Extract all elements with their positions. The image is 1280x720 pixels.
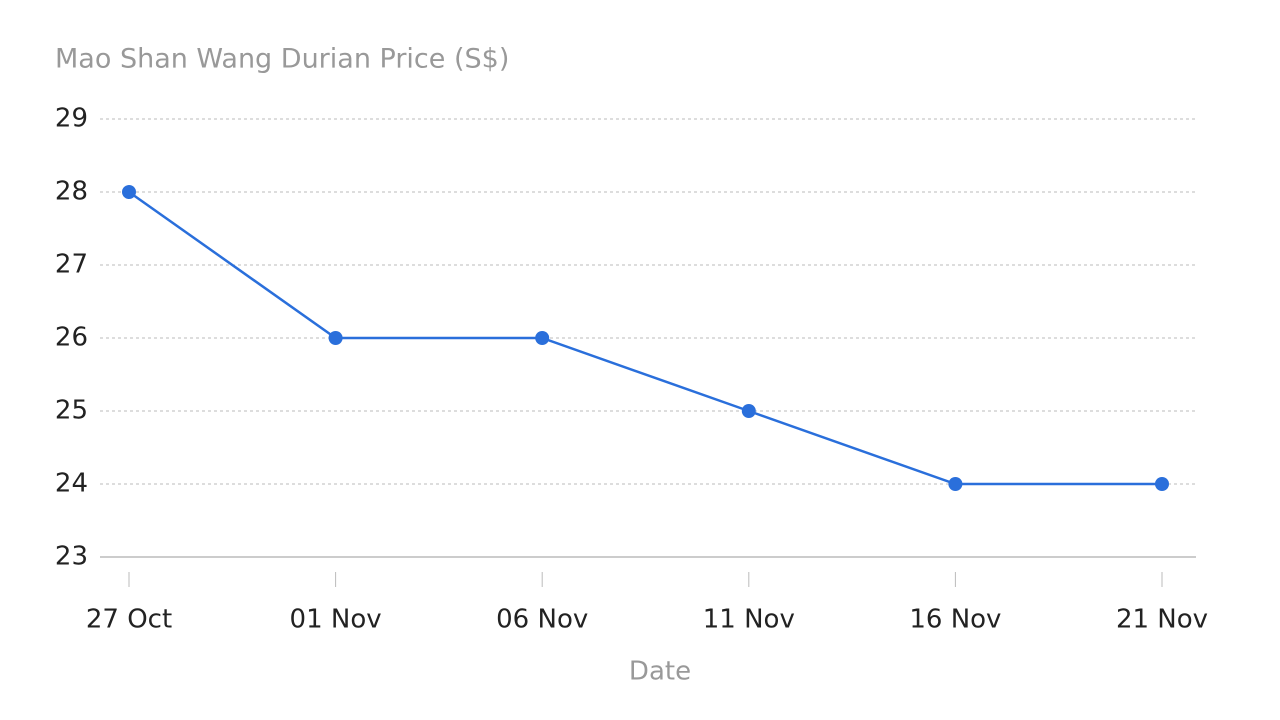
x-tick-label: 06 Nov xyxy=(496,605,588,635)
chart-title: Mao Shan Wang Durian Price (S$) xyxy=(55,44,509,75)
y-tick-label: 26 xyxy=(55,323,88,353)
line xyxy=(128,190,1162,486)
x-tick-label: 01 Nov xyxy=(290,605,382,635)
point xyxy=(1155,477,1169,491)
y-tick-label: 25 xyxy=(55,396,88,426)
y-tick-label: 28 xyxy=(55,177,88,207)
y-tick-label: 23 xyxy=(55,542,88,572)
x-tick-label: 16 Nov xyxy=(909,605,1001,635)
x-tick-label: 27 Oct xyxy=(86,605,172,635)
point xyxy=(328,331,343,345)
x-tick-label: 21 Nov xyxy=(1116,605,1208,635)
y-tick-label: 24 xyxy=(55,469,88,499)
point xyxy=(741,404,756,418)
point xyxy=(535,331,550,345)
x-tick-label: 11 Nov xyxy=(703,605,795,635)
point xyxy=(122,185,136,199)
x-axis-title: Date xyxy=(629,657,691,687)
y-tick-label: 27 xyxy=(55,250,88,280)
point xyxy=(948,477,963,491)
y-tick-label: 29 xyxy=(55,104,88,134)
